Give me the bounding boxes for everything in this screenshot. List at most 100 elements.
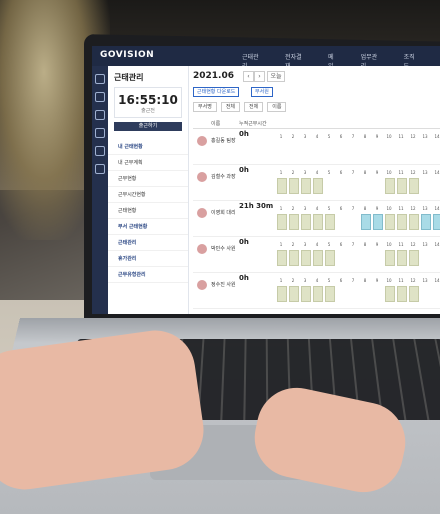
member-hours: 0h	[239, 166, 249, 174]
menu-item[interactable]: 근무현황	[108, 171, 188, 187]
calendar-icon[interactable]	[95, 92, 105, 102]
menu-item[interactable]: 근태관리	[108, 235, 188, 251]
menu-item[interactable]: 근태현황	[108, 203, 188, 219]
work-cell[interactable]	[289, 214, 299, 230]
day-number: 3	[303, 206, 307, 211]
left-panel: 근태관리 16:55:10 출근전 출근하기 내 근태현황 내 근무계획 근무현황 근…	[108, 66, 189, 314]
table-row: 박민수 사원 0h 1 2 3 4 5 6 7 8 9 10 11 12 13 14	[193, 238, 440, 273]
day-number: 5	[327, 134, 331, 139]
day-number: 9	[375, 242, 379, 247]
menu-item[interactable]: 근무유형관리	[108, 267, 188, 283]
work-cell[interactable]	[397, 178, 407, 194]
menu-item[interactable]: 내 근무계획	[108, 155, 188, 171]
day-number: 14	[434, 206, 440, 211]
work-cell[interactable]	[409, 286, 419, 302]
filter-all-1[interactable]: 전체	[220, 102, 241, 112]
member-chip[interactable]: 부서원	[251, 87, 273, 97]
work-cell[interactable]	[289, 250, 299, 266]
work-cell[interactable]	[313, 250, 323, 266]
menu-item[interactable]: 부서 근태현황	[108, 219, 188, 235]
work-cell[interactable]	[409, 178, 419, 194]
day-number: 9	[375, 134, 379, 139]
menu-item[interactable]: 휴가관리	[108, 251, 188, 267]
work-cell[interactable]	[301, 286, 311, 302]
filter-name[interactable]: 이름	[267, 102, 287, 112]
member-hours: 21h 30m	[239, 202, 274, 210]
day-number: 6	[339, 242, 343, 247]
work-cell[interactable]	[313, 214, 323, 230]
day-number: 5	[327, 206, 331, 211]
member-name: 홍길동 팀장	[211, 138, 236, 144]
day-number: 4	[315, 170, 319, 175]
avatar	[197, 172, 207, 182]
clock-box: 16:55:10 출근전	[114, 87, 182, 118]
work-cell[interactable]	[421, 214, 431, 230]
work-cell[interactable]	[301, 178, 311, 194]
work-cell[interactable]	[325, 214, 335, 230]
home-icon[interactable]	[95, 74, 105, 84]
work-cell[interactable]	[277, 250, 287, 266]
work-cell[interactable]	[325, 250, 335, 266]
grid-header: 이름 누적근무시간	[193, 118, 440, 129]
day-number: 8	[363, 134, 367, 139]
day-number: 2	[291, 170, 295, 175]
day-number: 4	[315, 278, 319, 283]
work-cell[interactable]	[277, 286, 287, 302]
work-cell[interactable]	[277, 214, 287, 230]
work-cell[interactable]	[313, 286, 323, 302]
filter-dept[interactable]: 부서명	[193, 102, 217, 112]
day-number: 14	[434, 170, 440, 175]
work-cell[interactable]	[385, 214, 395, 230]
day-number: 10	[386, 134, 392, 139]
day-number: 14	[434, 134, 440, 139]
edit-icon[interactable]	[95, 128, 105, 138]
work-cell[interactable]	[289, 178, 299, 194]
mail-icon[interactable]	[95, 146, 105, 156]
work-cell[interactable]	[409, 214, 419, 230]
day-number: 10	[386, 278, 392, 283]
work-cell[interactable]	[361, 214, 371, 230]
day-number: 1	[279, 170, 283, 175]
work-cell[interactable]	[409, 250, 419, 266]
work-cell[interactable]	[301, 250, 311, 266]
clock-in-button[interactable]: 출근하기	[114, 122, 182, 131]
work-cell[interactable]	[325, 286, 335, 302]
day-number: 14	[434, 278, 440, 283]
panel-title: 근태관리	[114, 73, 144, 82]
bell-icon[interactable]	[95, 110, 105, 120]
work-cell[interactable]	[397, 286, 407, 302]
day-number: 11	[398, 170, 404, 175]
day-number: 9	[375, 170, 379, 175]
work-cell[interactable]	[289, 286, 299, 302]
left-menu: 내 근태현황 내 근무계획 근무현황 근무시간현황 근태현황 부서 근태현황 근태관리 휴가관…	[108, 139, 188, 283]
work-cell[interactable]	[373, 214, 383, 230]
day-number: 1	[279, 206, 283, 211]
work-cell[interactable]	[433, 214, 440, 230]
day-number: 1	[279, 134, 283, 139]
day-number: 6	[339, 134, 343, 139]
work-cell[interactable]	[397, 250, 407, 266]
day-number: 11	[398, 206, 404, 211]
work-cell[interactable]	[397, 214, 407, 230]
menu-item[interactable]: 내 근태현황	[108, 139, 188, 155]
day-number: 8	[363, 278, 367, 283]
avatar	[197, 244, 207, 254]
work-cell[interactable]	[313, 178, 323, 194]
filter-all-2[interactable]: 전체	[244, 102, 264, 112]
work-cell[interactable]	[385, 178, 395, 194]
day-cells: 1 2 3 4 5 6 7 8 9 10 11 12 13 14	[277, 242, 440, 268]
day-number: 7	[351, 278, 355, 283]
day-number: 12	[410, 242, 416, 247]
work-cell[interactable]	[277, 178, 287, 194]
download-chip[interactable]: 근태현황 다운로드	[193, 87, 240, 97]
menu-item[interactable]: 근무시간현황	[108, 187, 188, 203]
chart-icon[interactable]	[95, 164, 105, 174]
day-cells: 1 2 3 4 5 6 7 8 9 10 11 12 13 14	[277, 278, 440, 304]
work-cell[interactable]	[385, 250, 395, 266]
work-cell[interactable]	[385, 286, 395, 302]
prev-button[interactable]: ‹	[243, 71, 254, 82]
today-button[interactable]: 오늘	[267, 71, 285, 82]
work-cell[interactable]	[301, 214, 311, 230]
next-button[interactable]: ›	[254, 71, 265, 82]
member-hours: 0h	[239, 238, 249, 246]
